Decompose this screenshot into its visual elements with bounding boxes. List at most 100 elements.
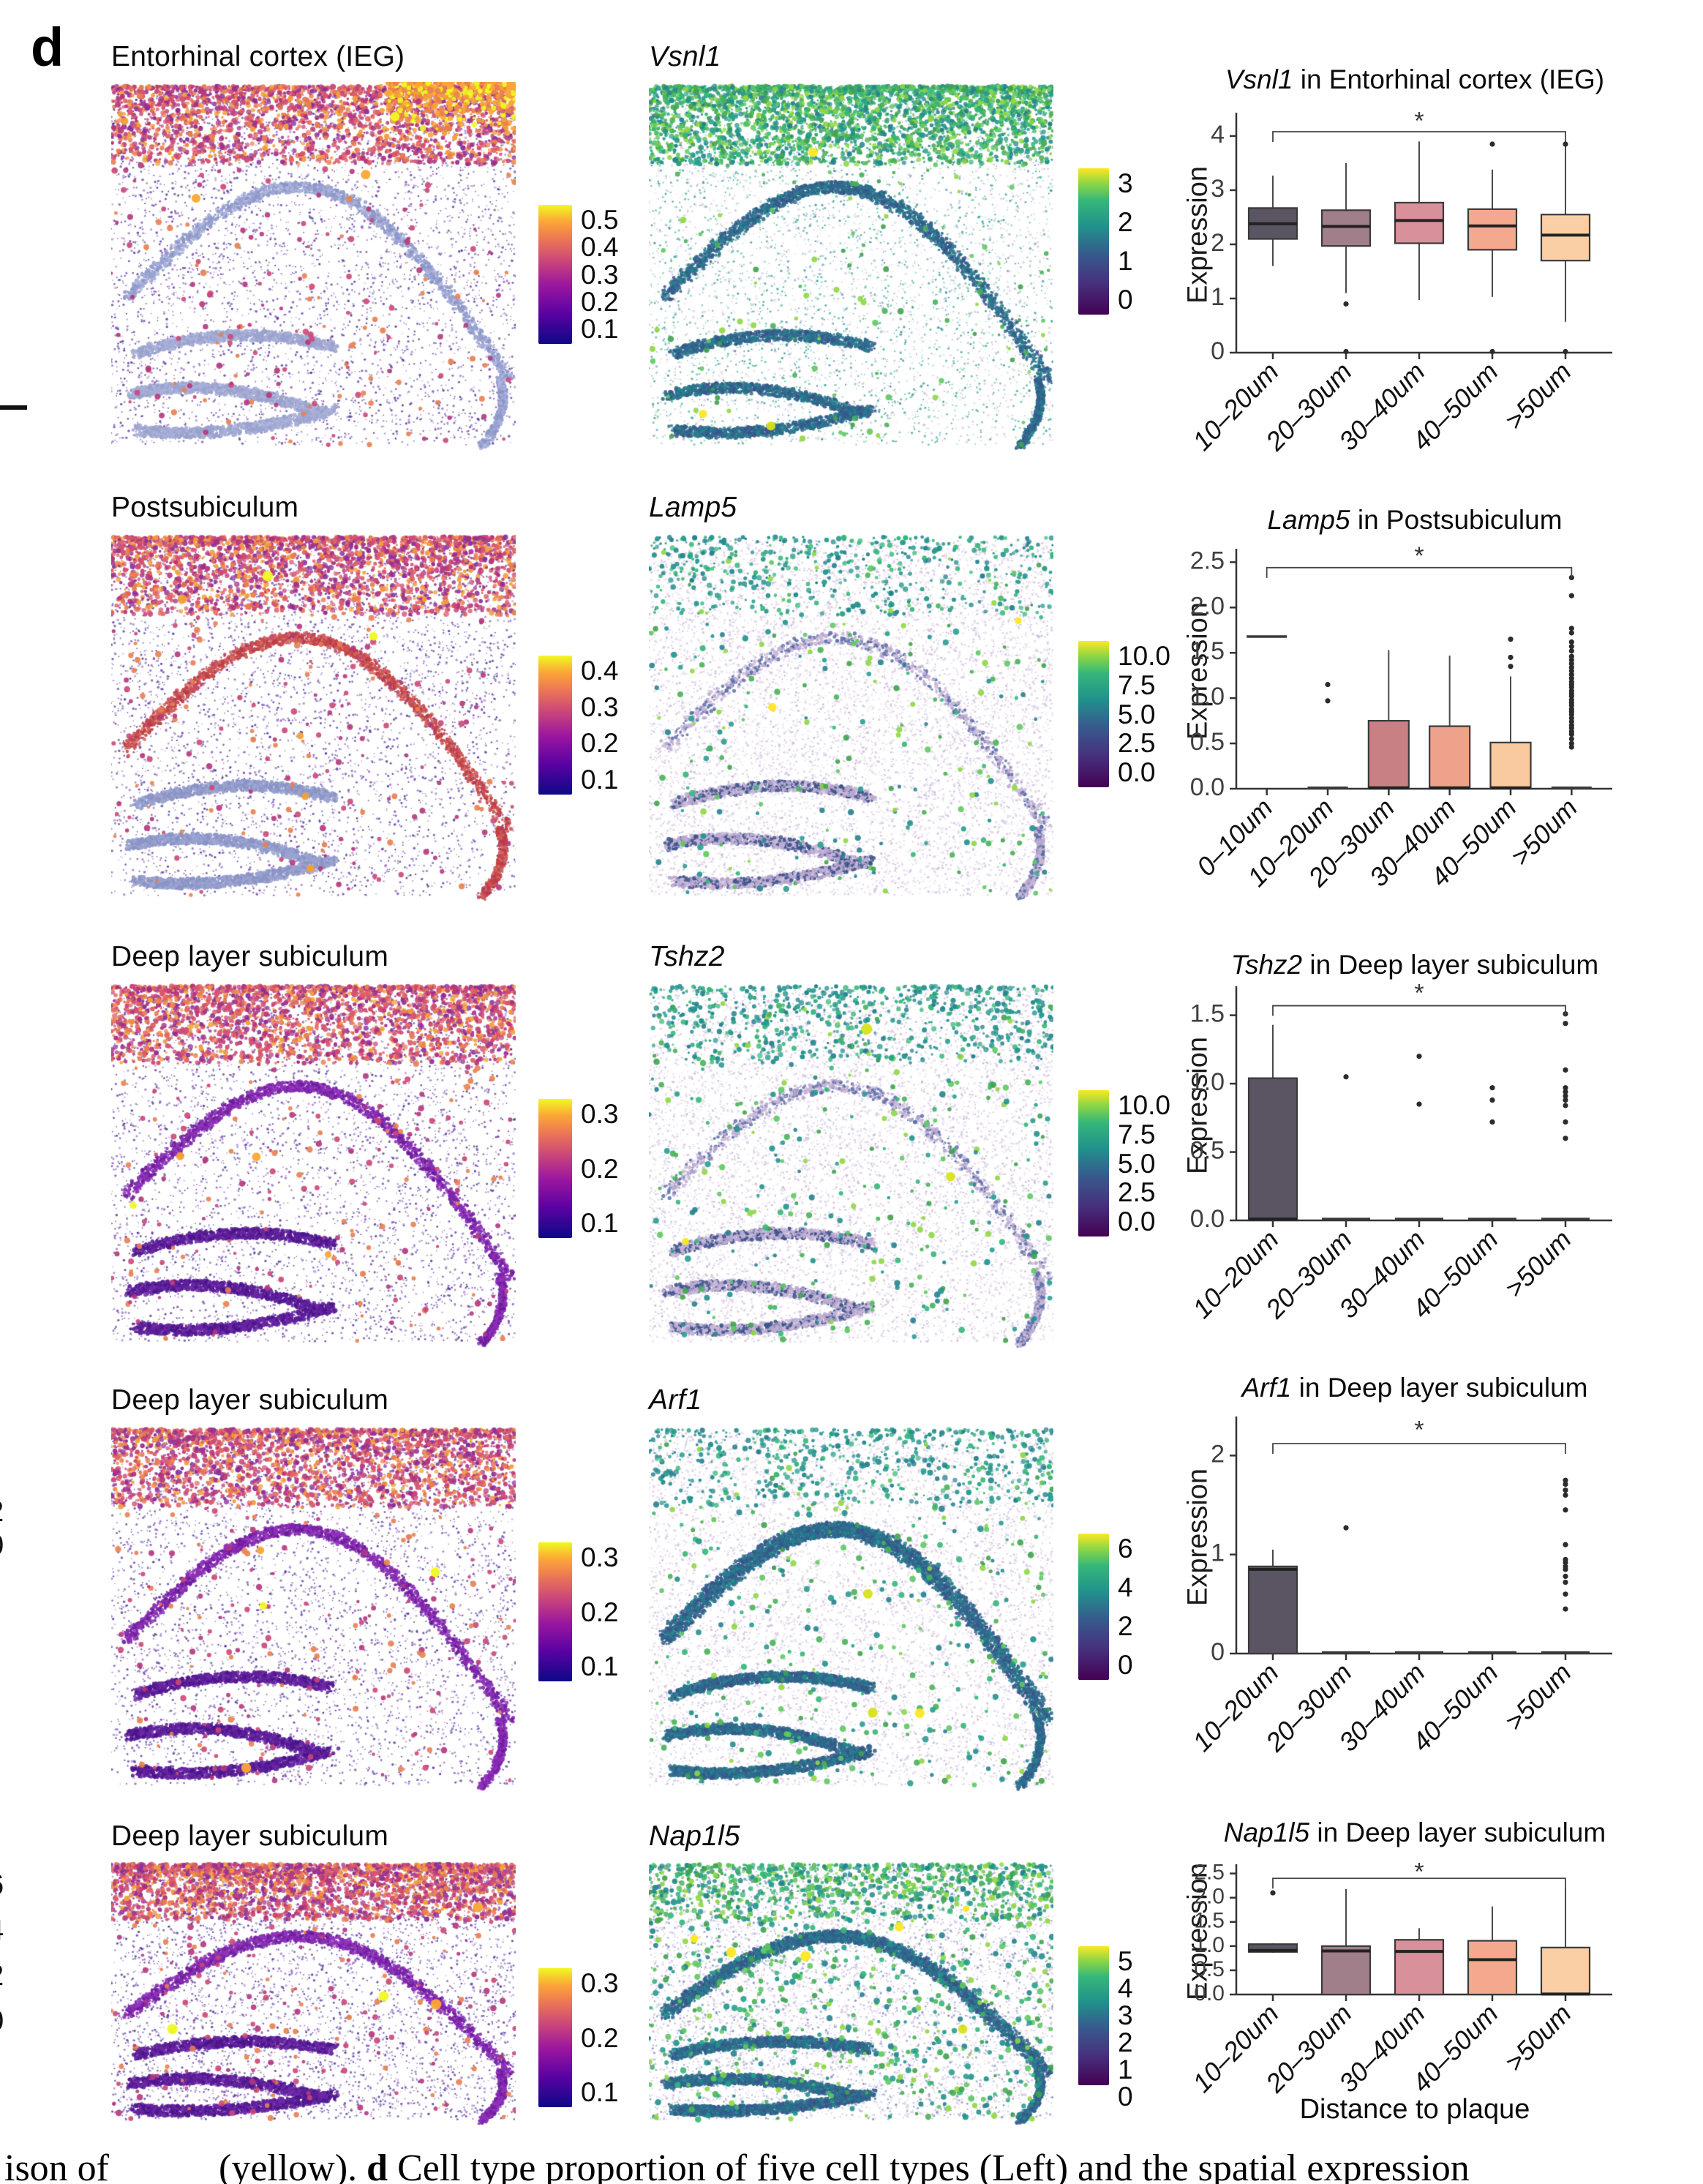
colorbar-tick-label: 0.2 bbox=[581, 2022, 619, 2053]
colorbar-tick-label: 0 bbox=[1118, 285, 1133, 315]
boxplot-title-rest: in Deep layer subiculum bbox=[1302, 950, 1599, 980]
cropped-tick-fragment: 2 bbox=[0, 1497, 4, 1526]
viridis-gradient bbox=[1078, 168, 1109, 315]
colorbar-tick-label: 0.3 bbox=[581, 1099, 619, 1129]
cell-type-panel-title: Entorhinal cortex (IEG) bbox=[111, 41, 405, 72]
cell-type-panel-title: Postsubiculum bbox=[111, 492, 299, 523]
gene-panel-title: Nap1l5 bbox=[649, 1820, 740, 1852]
gene-spatial-plot bbox=[649, 982, 1053, 1349]
cropped-edge-line bbox=[0, 405, 27, 410]
colorbar-tick-labels: 0.4 0.3 0.2 0.1 bbox=[581, 656, 618, 795]
svg-text:0.0: 0.0 bbox=[1190, 773, 1225, 801]
boxplot-title-rest: in Postsubiculum bbox=[1350, 505, 1563, 535]
svg-text:2.0: 2.0 bbox=[1190, 592, 1225, 620]
colorbar-tick-label: 5.0 bbox=[1118, 1148, 1156, 1179]
svg-text:*: * bbox=[1414, 108, 1424, 135]
boxplot-title: Arf1 in Deep layer subiculum bbox=[1127, 1373, 1703, 1403]
colorbar-tick-label: 0.2 bbox=[581, 728, 619, 759]
svg-text:0: 0 bbox=[1211, 337, 1225, 365]
expression-boxplot: 0.00.51.01.52.02.510–20um20–30um30–40um4… bbox=[1187, 1858, 1612, 2098]
panel-label: d bbox=[31, 17, 64, 78]
colorbar-tick-label: 0.1 bbox=[581, 764, 619, 795]
boxplot-title-gene: Tshz2 bbox=[1230, 950, 1303, 980]
expression-colorbar: 3 2 1 0 bbox=[1078, 168, 1133, 315]
boxplot-title-gene: Lamp5 bbox=[1267, 505, 1350, 535]
cropped-tick-fragment: 0 bbox=[0, 2006, 4, 2035]
colorbar-tick-labels: 0.3 0.2 0.1 bbox=[581, 1099, 618, 1238]
svg-text:>50um: >50um bbox=[1499, 1657, 1577, 1736]
cropped-tick-fragment: 2 bbox=[0, 1961, 4, 1990]
viridis-gradient bbox=[1078, 1534, 1109, 1680]
cropped-tick-fragment: 4 bbox=[0, 1915, 4, 1945]
plasma-gradient bbox=[538, 1099, 572, 1238]
proportion-colorbar: 0.3 0.2 0.1 bbox=[538, 1099, 618, 1238]
colorbar-tick-label: 0.3 bbox=[581, 691, 619, 722]
svg-text:1.0: 1.0 bbox=[1194, 1933, 1225, 1957]
svg-text:1.5: 1.5 bbox=[1194, 1909, 1225, 1933]
colorbar-tick-label: 0.1 bbox=[581, 314, 619, 344]
colorbar-tick-label: 0.4 bbox=[581, 232, 619, 263]
colorbar-tick-label: 0.3 bbox=[581, 1542, 619, 1572]
gene-panel-title: Arf1 bbox=[649, 1384, 702, 1416]
colorbar-tick-label: 0.4 bbox=[581, 656, 619, 686]
svg-text:*: * bbox=[1414, 1858, 1424, 1885]
colorbar-tick-label: 5.0 bbox=[1118, 699, 1156, 729]
boxplot-title-rest: in Deep layer subiculum bbox=[1309, 1817, 1606, 1847]
colorbar-tick-label: 1 bbox=[1118, 2054, 1133, 2084]
svg-text:2.5: 2.5 bbox=[1194, 1861, 1225, 1885]
svg-text:>50um: >50um bbox=[1499, 356, 1577, 435]
colorbar-tick-labels: 10.0 7.5 5.0 2.5 0.0 bbox=[1118, 641, 1170, 787]
expression-boxplot: 0.00.51.01.510–20um20–30um30–40um40–50um… bbox=[1187, 980, 1612, 1324]
cell-type-panel-title: Deep layer subiculum bbox=[111, 941, 389, 972]
colorbar-tick-label: 5 bbox=[1118, 1946, 1133, 1976]
colorbar-tick-label: 6 bbox=[1118, 1534, 1133, 1564]
colorbar-tick-label: 0.1 bbox=[581, 1651, 619, 1681]
svg-text:1.5: 1.5 bbox=[1190, 637, 1225, 665]
svg-text:2.0: 2.0 bbox=[1194, 1885, 1225, 1909]
svg-text:0: 0 bbox=[1211, 1638, 1225, 1666]
svg-text:2: 2 bbox=[1211, 229, 1225, 257]
gene-spatial-plot bbox=[649, 1861, 1053, 2125]
gene-spatial-plot bbox=[649, 1425, 1053, 1793]
gene-panel-title: Vsnl1 bbox=[649, 41, 721, 72]
gene-spatial-plot bbox=[649, 82, 1053, 452]
svg-text:0.0: 0.0 bbox=[1190, 1205, 1225, 1233]
proportion-colorbar: 0.5 0.4 0.3 0.2 0.1 bbox=[538, 205, 618, 344]
cell-type-spatial-plot bbox=[111, 82, 516, 452]
caption-fragment: ison of bbox=[4, 2147, 109, 2184]
cell-type-spatial-plot bbox=[111, 533, 516, 903]
proportion-colorbar: 0.4 0.3 0.2 0.1 bbox=[538, 656, 618, 795]
svg-text:>50um: >50um bbox=[1499, 1998, 1577, 2077]
viridis-gradient bbox=[1078, 1946, 1109, 2085]
colorbar-tick-label: 2 bbox=[1118, 1611, 1133, 1641]
svg-text:0.5: 0.5 bbox=[1194, 1957, 1225, 1981]
cell-type-spatial-plot bbox=[111, 1861, 516, 2125]
plasma-gradient bbox=[538, 656, 572, 795]
svg-text:3: 3 bbox=[1211, 175, 1225, 203]
boxplot-title-gene: Vsnl1 bbox=[1225, 64, 1293, 94]
colorbar-tick-label: 7.5 bbox=[1118, 1119, 1156, 1149]
gene-panel-title: Lamp5 bbox=[649, 492, 737, 523]
colorbar-tick-label: 0.2 bbox=[581, 286, 619, 317]
svg-text:>50um: >50um bbox=[1499, 1224, 1577, 1303]
colorbar-tick-label: 0.3 bbox=[581, 1968, 619, 1998]
proportion-colorbar: 0.3 0.2 0.1 bbox=[538, 1542, 618, 1681]
colorbar-tick-label: 2 bbox=[1118, 2027, 1133, 2057]
caption-panel-ref: d bbox=[366, 2147, 388, 2184]
cropped-tick-fragment: 0 bbox=[0, 1531, 4, 1560]
svg-text:1.0: 1.0 bbox=[1190, 1068, 1225, 1096]
colorbar-tick-label: 0.0 bbox=[1118, 757, 1156, 787]
caption-fragment: Cell type proportion of five cell types … bbox=[397, 2147, 1470, 2184]
caption-fragment: (yellow). bbox=[219, 2147, 358, 2184]
cell-type-spatial-plot bbox=[111, 1425, 516, 1793]
colorbar-tick-label: 0.5 bbox=[581, 205, 619, 235]
colorbar-tick-labels: 6 4 2 0 bbox=[1118, 1534, 1133, 1680]
expression-boxplot: 0.00.51.01.52.02.50–10um10–20um20–30um30… bbox=[1190, 542, 1612, 893]
colorbar-tick-label: 10.0 bbox=[1118, 641, 1171, 671]
colorbar-tick-label: 4 bbox=[1118, 1973, 1133, 2003]
colorbar-tick-label: 0.3 bbox=[581, 259, 619, 290]
